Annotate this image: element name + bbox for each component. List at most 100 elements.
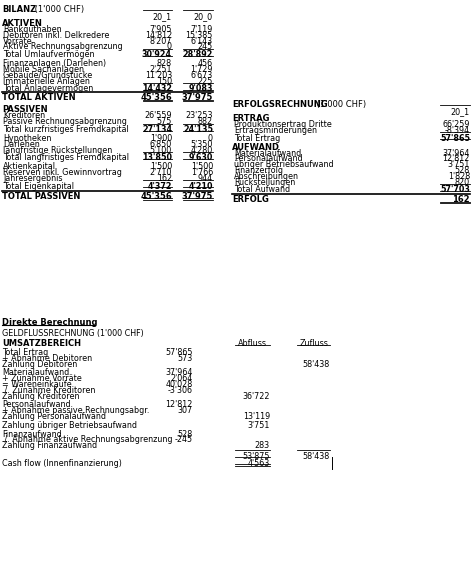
Text: 36'722: 36'722: [243, 392, 270, 400]
Text: Reserven inkl. Gewinnvortrag: Reserven inkl. Gewinnvortrag: [3, 168, 122, 177]
Text: 4'372: 4'372: [147, 182, 172, 191]
Text: ./. Zunahme Kreditoren: ./. Zunahme Kreditoren: [2, 386, 95, 395]
Text: BILANZ: BILANZ: [2, 5, 36, 14]
Text: Finanzaufwand: Finanzaufwand: [2, 430, 62, 439]
Text: 528: 528: [455, 166, 470, 175]
Text: 57'703: 57'703: [440, 186, 470, 194]
Text: ERFOLGSRECHNUNG: ERFOLGSRECHNUNG: [232, 100, 328, 109]
Text: 37'964: 37'964: [443, 148, 470, 158]
Text: 5'100: 5'100: [150, 146, 172, 155]
Text: 1'828: 1'828: [448, 172, 470, 181]
Text: 828: 828: [157, 59, 172, 68]
Text: 24'135: 24'135: [183, 125, 213, 134]
Text: TOTAL AKTIVEN: TOTAL AKTIVEN: [2, 93, 76, 102]
Text: 1'500: 1'500: [150, 162, 172, 172]
Text: langfristige Rückstellungen: langfristige Rückstellungen: [3, 146, 112, 155]
Text: Abschreibungen: Abschreibungen: [234, 172, 299, 181]
Text: 245: 245: [198, 42, 213, 51]
Text: -245: -245: [175, 435, 193, 445]
Text: 53'875: 53'875: [243, 452, 270, 461]
Text: 0: 0: [167, 42, 172, 51]
Text: Total Umlaufvermögen: Total Umlaufvermögen: [3, 50, 94, 59]
Text: Zahlung Finanzaufwand: Zahlung Finanzaufwand: [2, 441, 97, 450]
Text: 1'500: 1'500: [191, 162, 213, 172]
Text: 23'253: 23'253: [185, 111, 213, 120]
Text: 13'850: 13'850: [142, 154, 172, 162]
Text: 7'119: 7'119: [191, 25, 213, 34]
Text: Total Eigenkapital: Total Eigenkapital: [3, 182, 74, 191]
Text: + Abnahme passive Rechnungsabgr.: + Abnahme passive Rechnungsabgr.: [2, 406, 149, 415]
Text: Passive Rechnungsabgrenzung: Passive Rechnungsabgrenzung: [3, 117, 127, 126]
Text: UMSATZBEREICH: UMSATZBEREICH: [2, 339, 81, 348]
Text: GELDFLUSSRECHNUNG (1'000 CHF): GELDFLUSSRECHNUNG (1'000 CHF): [2, 329, 144, 338]
Text: 6'850: 6'850: [150, 140, 172, 149]
Text: 1'729: 1'729: [191, 65, 213, 74]
Text: Zahlung Personalaufwand: Zahlung Personalaufwand: [2, 412, 106, 421]
Text: 1'900: 1'900: [150, 134, 172, 143]
Text: Immaterielle Anlagen: Immaterielle Anlagen: [3, 77, 90, 86]
Text: 11'203: 11'203: [145, 71, 172, 80]
Text: 14'432: 14'432: [142, 84, 172, 93]
Text: PASSIVEN: PASSIVEN: [2, 105, 47, 115]
Text: 20_0: 20_0: [194, 12, 213, 21]
Text: Finanzanlagen (Darlehen): Finanzanlagen (Darlehen): [3, 59, 106, 68]
Text: Total Ertrag: Total Ertrag: [234, 134, 280, 143]
Text: 3'751: 3'751: [447, 160, 470, 169]
Text: 882: 882: [198, 117, 213, 126]
Text: Personalaufwand: Personalaufwand: [2, 400, 71, 409]
Text: 4'210: 4'210: [189, 182, 213, 191]
Text: 3'751: 3'751: [247, 421, 270, 430]
Text: Mobile Sachanlagen: Mobile Sachanlagen: [3, 65, 84, 74]
Text: 26'559: 26'559: [145, 111, 172, 120]
Text: Debitoren inkl. Delkredere: Debitoren inkl. Delkredere: [3, 31, 109, 40]
Text: 162: 162: [452, 196, 470, 204]
Text: 9'083: 9'083: [189, 84, 213, 93]
Text: Direkte Berechnung: Direkte Berechnung: [2, 318, 98, 327]
Text: 283: 283: [255, 441, 270, 450]
Text: 28'892: 28'892: [182, 50, 213, 59]
Text: 45'356: 45'356: [140, 93, 172, 102]
Text: 307: 307: [178, 406, 193, 415]
Text: Gebäude/Grundstücke: Gebäude/Grundstücke: [3, 71, 93, 80]
Text: Zahlung Debitoren: Zahlung Debitoren: [2, 360, 77, 368]
Text: 150: 150: [157, 77, 172, 86]
Text: Materialaufwand: Materialaufwand: [2, 368, 69, 377]
Text: = Wareneinkäufe: = Wareneinkäufe: [2, 380, 72, 389]
Text: Ertragsminderungen: Ertragsminderungen: [234, 126, 317, 135]
Text: Aktive Rechnungsabgrenzung: Aktive Rechnungsabgrenzung: [3, 42, 123, 51]
Text: 944: 944: [198, 174, 213, 183]
Text: 0: 0: [208, 134, 213, 143]
Text: 40'028: 40'028: [166, 380, 193, 389]
Text: Finanzerfolg: Finanzerfolg: [234, 166, 283, 175]
Text: Bankguthaben: Bankguthaben: [3, 25, 62, 34]
Text: Abfluss: Abfluss: [237, 339, 266, 348]
Text: (1'000 CHF): (1'000 CHF): [314, 100, 366, 109]
Text: 575: 575: [156, 117, 172, 126]
Text: 14'812: 14'812: [145, 31, 172, 40]
Text: Produktionsertrag Dritte: Produktionsertrag Dritte: [234, 120, 332, 129]
Text: 66'259: 66'259: [443, 120, 470, 129]
Text: Total Ertrag: Total Ertrag: [2, 348, 48, 357]
Text: Aktienkapital: Aktienkapital: [3, 162, 56, 172]
Text: Zahlung übriger Betriebsaufwand: Zahlung übriger Betriebsaufwand: [2, 421, 137, 430]
Text: TOTAL PASSIVEN: TOTAL PASSIVEN: [2, 192, 81, 201]
Text: 45'356: 45'356: [140, 192, 172, 201]
Text: Darlehen: Darlehen: [3, 140, 40, 149]
Text: 225: 225: [198, 77, 213, 86]
Text: 15'385: 15'385: [186, 31, 213, 40]
Text: 57'865: 57'865: [440, 134, 470, 143]
Text: (1'000 CHF): (1'000 CHF): [32, 5, 84, 14]
Text: 820: 820: [455, 178, 470, 187]
Text: Total Anlagevermögen: Total Anlagevermögen: [3, 84, 93, 93]
Text: 162: 162: [157, 174, 172, 183]
Text: 528: 528: [178, 430, 193, 439]
Text: 5'350: 5'350: [191, 140, 213, 149]
Text: 4'563: 4'563: [248, 459, 270, 468]
Text: Rückstellungen: Rückstellungen: [234, 178, 295, 187]
Text: 30'924: 30'924: [142, 50, 172, 59]
Text: Jahresergebnis: Jahresergebnis: [3, 174, 63, 183]
Text: Vorräte: Vorräte: [3, 37, 33, 45]
Text: 573: 573: [178, 354, 193, 363]
Text: 12'812: 12'812: [443, 154, 470, 164]
Text: 37'975: 37'975: [182, 93, 213, 102]
